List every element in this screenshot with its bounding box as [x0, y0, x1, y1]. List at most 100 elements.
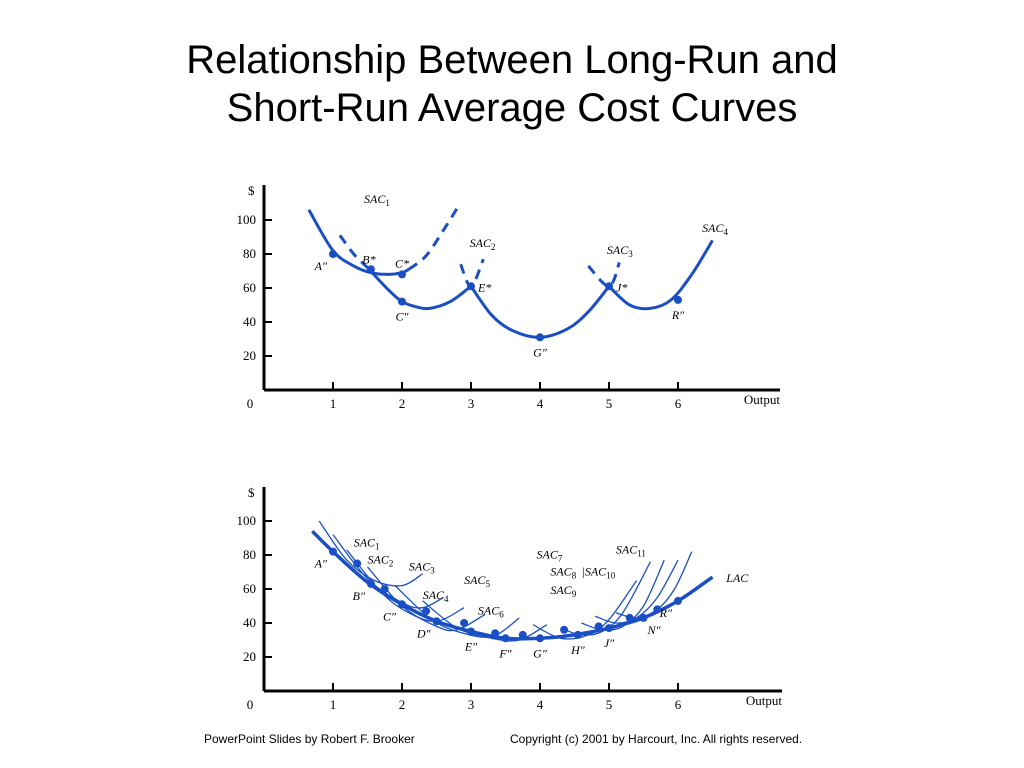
- y-axis-label: $: [248, 183, 255, 198]
- series-label-9: SAC10: [585, 564, 616, 580]
- dashed-segment-sac1-dashed: [407, 207, 459, 271]
- point-marker: [501, 634, 510, 643]
- x-tick-label: 3: [468, 697, 475, 712]
- point-label: F″: [498, 646, 512, 660]
- series-label-10: SAC9: [550, 583, 576, 599]
- point-marker: [625, 613, 634, 622]
- point-label: G″: [533, 646, 548, 660]
- point-marker: [353, 559, 362, 568]
- point-marker: [467, 627, 475, 636]
- point-marker: [329, 250, 337, 258]
- point-marker: [560, 625, 569, 634]
- point-marker: [380, 585, 389, 593]
- y-tick-label: 80: [243, 547, 256, 562]
- y-tick-label: 60: [243, 280, 256, 295]
- series-label-11: SAC11: [616, 542, 646, 558]
- series-label-lac: LAC: [725, 571, 749, 585]
- x-tick-label: 1: [330, 697, 337, 712]
- origin-label: 0: [247, 697, 254, 712]
- y-axis-label: $: [248, 485, 255, 500]
- point-label: E″: [464, 640, 478, 654]
- series-label-5: SAC6: [478, 604, 504, 620]
- chart-2-axes: $0 Output 1 2 3 4 5 6 20 40 60 80 100: [237, 485, 783, 712]
- x-tick-label: 1: [330, 396, 337, 411]
- series-label-sac2: SAC2: [470, 236, 496, 252]
- point-label: D″: [416, 626, 432, 640]
- point-marker: [398, 600, 406, 609]
- point-marker: [674, 596, 682, 605]
- chart-1-curves: SAC1 SAC2 SAC3 SAC4: [307, 192, 728, 339]
- point-label: B″: [353, 589, 366, 603]
- point-label: R″: [659, 606, 673, 620]
- point-marker: [536, 634, 544, 643]
- series-label-7: SAC8: [550, 564, 576, 580]
- point-marker: [366, 579, 375, 588]
- point-label: C″: [383, 609, 397, 623]
- point-marker: [491, 629, 500, 638]
- point-label: H″: [570, 643, 586, 657]
- sac-curve-1: [318, 520, 424, 587]
- x-tick-label: 4: [537, 396, 544, 411]
- point-marker: [398, 297, 406, 306]
- y-tick-label: 20: [243, 348, 256, 363]
- point-marker: [467, 282, 475, 291]
- series-label-6: SAC7: [537, 547, 563, 563]
- point-marker: [605, 282, 613, 291]
- x-tick-label: 2: [399, 396, 406, 411]
- point-label: C*: [395, 256, 409, 270]
- point-label: B*: [362, 252, 375, 266]
- y-tick-label: 100: [237, 513, 257, 528]
- curve-sac3: [607, 239, 714, 311]
- series-label-4: SAC5: [464, 573, 490, 589]
- point-label: J″: [604, 636, 615, 650]
- y-tick-label: 80: [243, 246, 256, 261]
- x-axis-label: Output: [744, 392, 781, 407]
- series-label-sac1: SAC1: [364, 192, 390, 208]
- point-marker: [536, 333, 544, 342]
- slide-title: Relationship Between Long-Run and Short-…: [0, 36, 1024, 132]
- curve-sac2: [366, 266, 472, 311]
- y-tick-label: 60: [243, 581, 256, 596]
- point-marker: [573, 630, 582, 639]
- sac-curve-7: [532, 580, 638, 640]
- footer-credit: PowerPoint Slides by Robert F. Brooker: [204, 732, 415, 746]
- x-tick-label: 6: [675, 697, 682, 712]
- origin-label: 0: [247, 396, 254, 411]
- series-label-3: SAC4: [423, 588, 449, 604]
- series-label-sac4: SAC4: [702, 221, 728, 237]
- series-label-0: SAC1: [354, 536, 380, 552]
- point-marker: [398, 270, 406, 279]
- dashed-segment-sac3-dashed: [587, 261, 621, 288]
- dashed-segment-sac1-dashed-left: [338, 234, 369, 269]
- series-label-sac3: SAC3: [607, 243, 633, 259]
- curve-sac3-curve: [469, 285, 611, 339]
- y-tick-label: 20: [243, 649, 256, 664]
- point-marker: [639, 613, 648, 622]
- y-tick-label: 40: [243, 615, 256, 630]
- x-tick-label: 6: [675, 396, 682, 411]
- point-label: J*: [616, 280, 627, 294]
- series-label-8: |: [581, 564, 584, 578]
- chart-2-points: A″ B″ C″ D″ E″ F″ G″ H″ J″ N″ R″: [314, 547, 682, 660]
- x-tick-label: 5: [606, 396, 613, 411]
- point-marker: [422, 607, 431, 616]
- x-tick-label: 2: [399, 697, 406, 712]
- point-marker: [366, 265, 375, 274]
- x-axis-label: Output: [746, 693, 783, 708]
- x-tick-label: 4: [537, 697, 544, 712]
- y-tick-label: 40: [243, 314, 256, 329]
- point-label: G″: [533, 345, 548, 359]
- footer-copyright: Copyright (c) 2001 by Harcourt, Inc. All…: [510, 732, 803, 746]
- sac-curve-3: [346, 549, 465, 623]
- point-marker: [518, 630, 527, 639]
- point-label: C″: [395, 310, 409, 324]
- point-label: A″: [314, 259, 328, 273]
- point-label: N″: [647, 623, 662, 637]
- sac-curve-5: [394, 585, 520, 638]
- y-tick-label: 100: [237, 212, 257, 227]
- point-label: R″: [671, 308, 685, 322]
- point-marker: [653, 605, 662, 614]
- title-line-1: Relationship Between Long-Run and: [186, 38, 838, 82]
